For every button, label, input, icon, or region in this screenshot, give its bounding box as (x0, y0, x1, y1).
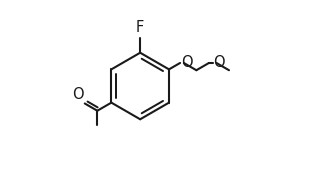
Text: O: O (181, 55, 193, 70)
Text: O: O (72, 87, 84, 102)
Text: O: O (214, 55, 225, 70)
Text: F: F (136, 20, 144, 35)
